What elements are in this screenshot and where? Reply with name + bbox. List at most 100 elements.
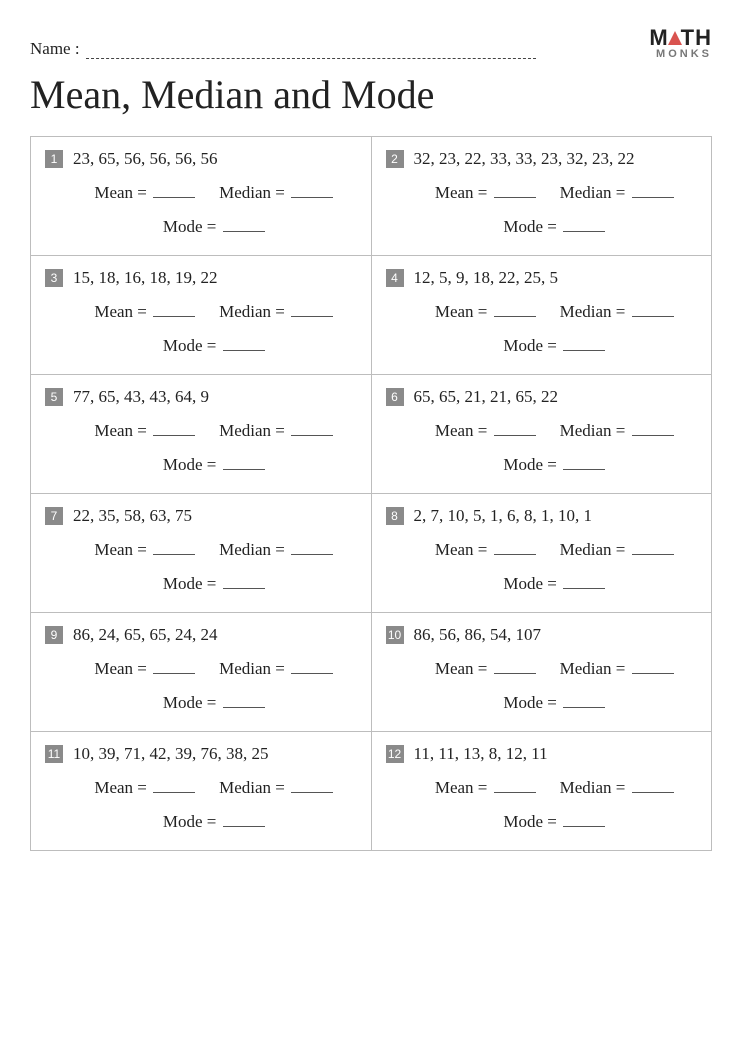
mean-blank[interactable]	[494, 303, 536, 317]
mode-blank[interactable]	[223, 813, 265, 827]
triangle-icon	[668, 31, 682, 45]
answer-row-mode: Mode =	[386, 812, 698, 832]
median-blank[interactable]	[291, 303, 333, 317]
median-label: Median =	[219, 183, 333, 203]
mode-label: Mode =	[503, 812, 605, 832]
problem-number-badge: 1	[45, 150, 63, 168]
problem-cell: 1086, 56, 86, 54, 107Mean = Median = Mod…	[371, 613, 712, 732]
mode-blank[interactable]	[223, 337, 265, 351]
mode-label: Mode =	[503, 693, 605, 713]
median-label: Median =	[219, 421, 333, 441]
mean-blank[interactable]	[494, 184, 536, 198]
header: Name : MTH MONKS	[30, 28, 712, 59]
mean-blank[interactable]	[494, 541, 536, 555]
problem-dataset: 22, 35, 58, 63, 75	[73, 506, 192, 526]
median-label: Median =	[219, 659, 333, 679]
mean-blank[interactable]	[153, 184, 195, 198]
answer-row: Mean = Median =	[45, 778, 357, 798]
mean-blank[interactable]	[153, 422, 195, 436]
mean-label: Mean =	[94, 778, 195, 798]
problem-dataset: 86, 56, 86, 54, 107	[414, 625, 542, 645]
mean-blank[interactable]	[494, 779, 536, 793]
mode-blank[interactable]	[563, 218, 605, 232]
mean-blank[interactable]	[153, 779, 195, 793]
answer-row: Mean = Median =	[45, 183, 357, 203]
answer-row-mode: Mode =	[45, 217, 357, 237]
problem-cell: 315, 18, 16, 18, 19, 22Mean = Median = M…	[31, 256, 372, 375]
name-blank-line[interactable]	[86, 45, 536, 59]
median-blank[interactable]	[291, 541, 333, 555]
answer-row: Mean = Median =	[45, 421, 357, 441]
problem-dataset: 12, 5, 9, 18, 22, 25, 5	[414, 268, 559, 288]
problem-number-badge: 12	[386, 745, 404, 763]
answer-row-mode: Mode =	[45, 336, 357, 356]
mean-blank[interactable]	[494, 422, 536, 436]
median-blank[interactable]	[291, 184, 333, 198]
answer-row: Mean = Median =	[386, 659, 698, 679]
problem-dataset: 86, 24, 65, 65, 24, 24	[73, 625, 218, 645]
median-blank[interactable]	[632, 303, 674, 317]
mean-label: Mean =	[435, 778, 536, 798]
mode-label: Mode =	[503, 574, 605, 594]
problem-cell: 7 22, 35, 58, 63, 75 Mean = Median = Mode …	[31, 494, 372, 613]
problem-cell: 1110, 39, 71, 42, 39, 76, 38, 25Mean = M…	[31, 732, 372, 851]
name-label: Name :	[30, 39, 80, 59]
problem-dataset: 11, 11, 13, 8, 12, 11	[414, 744, 548, 764]
median-label: Median =	[560, 183, 674, 203]
answer-row-mode: Mode =	[386, 574, 698, 594]
mean-blank[interactable]	[153, 303, 195, 317]
problem-number-badge: 5	[45, 388, 63, 406]
answer-row-mode: Mode =	[386, 693, 698, 713]
median-label: Median =	[560, 302, 674, 322]
median-blank[interactable]	[291, 422, 333, 436]
problem-dataset: 65, 65, 21, 21, 65, 22	[414, 387, 559, 407]
mode-label: Mode =	[503, 336, 605, 356]
mode-blank[interactable]	[563, 694, 605, 708]
answer-row-mode: Mode =	[386, 217, 698, 237]
problem-number-badge: 9	[45, 626, 63, 644]
worksheet-grid: 1 23, 65, 56, 56, 56, 56 Mean = Median = M…	[30, 136, 712, 851]
answer-row: Mean = Median =	[386, 540, 698, 560]
mean-label: Mean =	[94, 659, 195, 679]
mode-blank[interactable]	[223, 694, 265, 708]
median-blank[interactable]	[632, 541, 674, 555]
mode-label: Mode =	[163, 574, 265, 594]
problem-number-badge: 7	[45, 507, 63, 525]
mean-blank[interactable]	[494, 660, 536, 674]
mode-label: Mode =	[163, 336, 265, 356]
mode-blank[interactable]	[563, 813, 605, 827]
median-blank[interactable]	[632, 660, 674, 674]
mode-blank[interactable]	[223, 456, 265, 470]
answer-row: Mean = Median =	[45, 659, 357, 679]
logo-bottom: MONKS	[649, 49, 712, 59]
answer-row: Mean = Median =	[45, 540, 357, 560]
mode-blank[interactable]	[563, 456, 605, 470]
mean-blank[interactable]	[153, 541, 195, 555]
median-blank[interactable]	[632, 184, 674, 198]
median-blank[interactable]	[632, 779, 674, 793]
answer-row: Mean = Median =	[386, 421, 698, 441]
mode-label: Mode =	[163, 693, 265, 713]
mode-blank[interactable]	[563, 337, 605, 351]
problem-dataset: 2, 7, 10, 5, 1, 6, 8, 1, 10, 1	[414, 506, 593, 526]
mean-label: Mean =	[435, 540, 536, 560]
problem-number-badge: 3	[45, 269, 63, 287]
problem-dataset: 23, 65, 56, 56, 56, 56	[73, 149, 218, 169]
answer-row-mode: Mode =	[386, 336, 698, 356]
answer-row-mode: Mode =	[45, 455, 357, 475]
median-blank[interactable]	[291, 660, 333, 674]
mode-label: Mode =	[503, 455, 605, 475]
mode-blank[interactable]	[223, 575, 265, 589]
median-blank[interactable]	[632, 422, 674, 436]
mode-blank[interactable]	[223, 218, 265, 232]
mode-label: Mode =	[503, 217, 605, 237]
problem-cell: 1211, 11, 13, 8, 12, 11Mean = Median = M…	[371, 732, 712, 851]
mean-label: Mean =	[94, 540, 195, 560]
mean-blank[interactable]	[153, 660, 195, 674]
median-label: Median =	[219, 302, 333, 322]
mode-blank[interactable]	[563, 575, 605, 589]
median-label: Median =	[560, 421, 674, 441]
logo-letter-m: M	[649, 25, 668, 50]
median-label: Median =	[219, 778, 333, 798]
median-blank[interactable]	[291, 779, 333, 793]
